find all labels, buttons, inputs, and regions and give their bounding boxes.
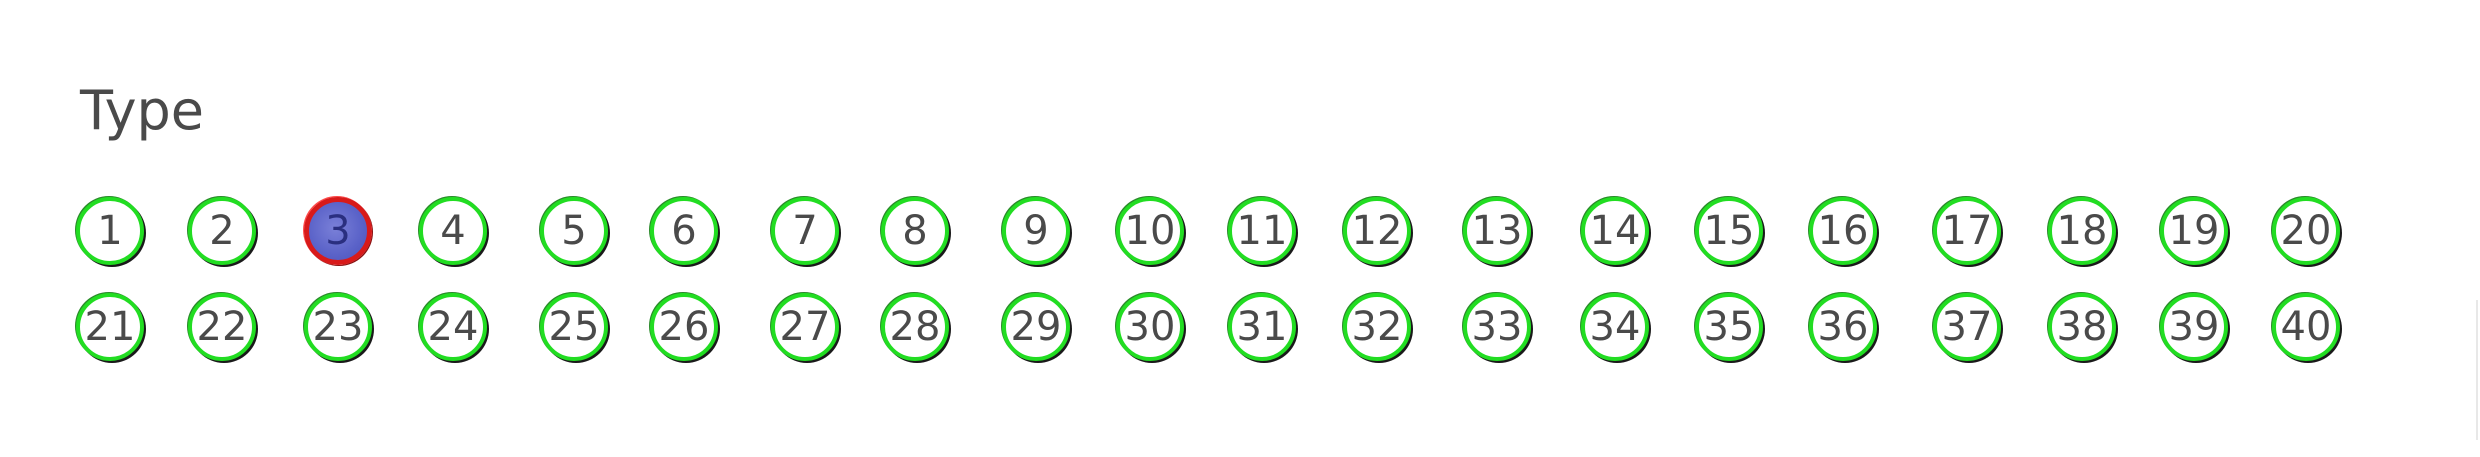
type-option-34[interactable]: 34 <box>1581 293 1649 361</box>
type-option-30[interactable]: 30 <box>1116 293 1184 361</box>
type-option-label: 11 <box>1236 208 1288 254</box>
type-option-label: 8 <box>902 208 928 254</box>
type-option-label: 37 <box>1941 304 1993 350</box>
type-option-3[interactable]: 3 <box>304 197 372 265</box>
type-option-label: 14 <box>1589 208 1641 254</box>
type-option-label: 5 <box>561 208 587 254</box>
type-option-label: 34 <box>1589 304 1641 350</box>
type-heading: Type <box>80 79 205 142</box>
type-option-label: 12 <box>1351 208 1403 254</box>
type-option-23[interactable]: 23 <box>304 293 372 361</box>
type-option-33[interactable]: 33 <box>1463 293 1531 361</box>
type-option-19[interactable]: 19 <box>2160 197 2228 265</box>
type-option-31[interactable]: 31 <box>1228 293 1296 361</box>
type-option-label: 2 <box>209 208 235 254</box>
type-option-label: 7 <box>792 208 818 254</box>
type-option-label: 22 <box>196 304 248 350</box>
type-option-label: 33 <box>1471 304 1523 350</box>
type-option-21[interactable]: 21 <box>76 293 144 361</box>
type-option-label: 9 <box>1023 208 1049 254</box>
type-option-1[interactable]: 1 <box>76 197 144 265</box>
type-option-label: 24 <box>427 304 479 350</box>
type-option-20[interactable]: 20 <box>2272 197 2340 265</box>
type-option-38[interactable]: 38 <box>2048 293 2116 361</box>
type-option-16[interactable]: 16 <box>1809 197 1877 265</box>
type-option-label: 31 <box>1236 304 1288 350</box>
type-option-label: 21 <box>84 304 136 350</box>
type-option-label: 39 <box>2168 304 2220 350</box>
type-option-label: 25 <box>548 304 600 350</box>
type-option-24[interactable]: 24 <box>419 293 487 361</box>
type-option-label: 40 <box>2280 304 2332 350</box>
type-option-label: 16 <box>1817 208 1869 254</box>
type-option-label: 38 <box>2056 304 2108 350</box>
type-option-label: 17 <box>1941 208 1993 254</box>
type-option-label: 23 <box>312 304 364 350</box>
type-option-label: 10 <box>1124 208 1176 254</box>
type-option-label: 28 <box>889 304 941 350</box>
type-option-10[interactable]: 10 <box>1116 197 1184 265</box>
type-option-26[interactable]: 26 <box>650 293 718 361</box>
type-option-label: 29 <box>1010 304 1062 350</box>
type-option-label: 27 <box>779 304 831 350</box>
type-option-28[interactable]: 28 <box>881 293 949 361</box>
type-option-14[interactable]: 14 <box>1581 197 1649 265</box>
type-option-32[interactable]: 32 <box>1343 293 1411 361</box>
type-option-label: 20 <box>2280 208 2332 254</box>
type-option-18[interactable]: 18 <box>2048 197 2116 265</box>
type-option-6[interactable]: 6 <box>650 197 718 265</box>
type-option-36[interactable]: 36 <box>1809 293 1877 361</box>
type-option-label: 4 <box>440 208 466 254</box>
type-option-13[interactable]: 13 <box>1463 197 1531 265</box>
type-option-label: 30 <box>1124 304 1176 350</box>
type-option-2[interactable]: 2 <box>188 197 256 265</box>
type-option-9[interactable]: 9 <box>1002 197 1070 265</box>
type-option-15[interactable]: 15 <box>1695 197 1763 265</box>
type-option-11[interactable]: 11 <box>1228 197 1296 265</box>
type-option-35[interactable]: 35 <box>1695 293 1763 361</box>
type-option-label: 6 <box>671 208 697 254</box>
type-option-5[interactable]: 5 <box>540 197 608 265</box>
type-option-25[interactable]: 25 <box>540 293 608 361</box>
type-option-29[interactable]: 29 <box>1002 293 1070 361</box>
type-option-label: 1 <box>97 208 123 254</box>
type-option-4[interactable]: 4 <box>419 197 487 265</box>
type-option-39[interactable]: 39 <box>2160 293 2228 361</box>
type-option-27[interactable]: 27 <box>771 293 839 361</box>
type-option-7[interactable]: 7 <box>771 197 839 265</box>
type-option-label: 3 <box>325 208 351 254</box>
type-option-8[interactable]: 8 <box>881 197 949 265</box>
edge-divider <box>2476 300 2478 440</box>
type-option-22[interactable]: 22 <box>188 293 256 361</box>
type-option-label: 26 <box>658 304 710 350</box>
type-option-label: 35 <box>1703 304 1755 350</box>
type-option-label: 19 <box>2168 208 2220 254</box>
type-option-label: 18 <box>2056 208 2108 254</box>
type-option-label: 36 <box>1817 304 1869 350</box>
type-option-12[interactable]: 12 <box>1343 197 1411 265</box>
type-option-40[interactable]: 40 <box>2272 293 2340 361</box>
type-option-label: 32 <box>1351 304 1403 350</box>
type-option-label: 13 <box>1471 208 1523 254</box>
type-option-37[interactable]: 37 <box>1933 293 2001 361</box>
type-option-17[interactable]: 17 <box>1933 197 2001 265</box>
type-option-label: 15 <box>1703 208 1755 254</box>
